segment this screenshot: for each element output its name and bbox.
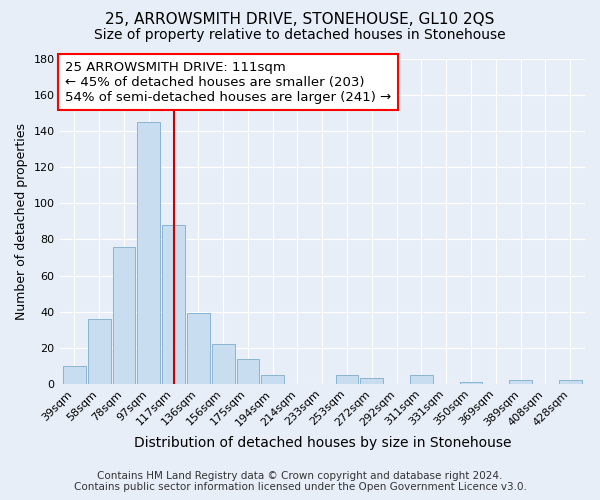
- Text: Contains HM Land Registry data © Crown copyright and database right 2024.
Contai: Contains HM Land Registry data © Crown c…: [74, 471, 526, 492]
- Bar: [335, 375, 358, 384]
- Y-axis label: Number of detached properties: Number of detached properties: [15, 123, 28, 320]
- Bar: [88, 319, 110, 384]
- Bar: [559, 380, 581, 384]
- Bar: [113, 246, 136, 384]
- Bar: [162, 225, 185, 384]
- Text: Size of property relative to detached houses in Stonehouse: Size of property relative to detached ho…: [94, 28, 506, 42]
- Bar: [261, 375, 284, 384]
- Bar: [63, 366, 86, 384]
- Text: 25, ARROWSMITH DRIVE, STONEHOUSE, GL10 2QS: 25, ARROWSMITH DRIVE, STONEHOUSE, GL10 2…: [106, 12, 494, 28]
- Bar: [212, 344, 235, 384]
- Bar: [187, 314, 210, 384]
- Bar: [361, 378, 383, 384]
- Bar: [236, 358, 259, 384]
- X-axis label: Distribution of detached houses by size in Stonehouse: Distribution of detached houses by size …: [134, 436, 511, 450]
- Text: 25 ARROWSMITH DRIVE: 111sqm
← 45% of detached houses are smaller (203)
54% of se: 25 ARROWSMITH DRIVE: 111sqm ← 45% of det…: [65, 60, 391, 104]
- Bar: [410, 375, 433, 384]
- Bar: [137, 122, 160, 384]
- Bar: [509, 380, 532, 384]
- Bar: [460, 382, 482, 384]
